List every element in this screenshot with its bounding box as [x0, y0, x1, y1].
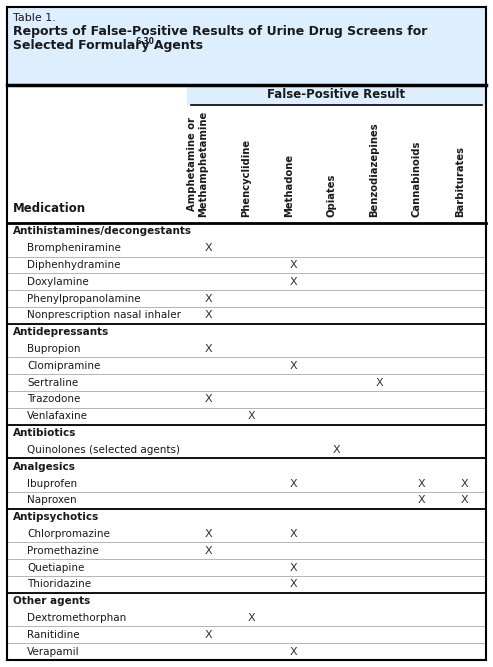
Text: X: X	[205, 546, 212, 556]
Text: Quetiapine: Quetiapine	[27, 562, 84, 572]
Text: Antibiotics: Antibiotics	[13, 428, 76, 438]
Text: X: X	[375, 378, 383, 388]
Text: Clomipramine: Clomipramine	[27, 361, 101, 371]
Text: X: X	[205, 310, 212, 320]
Text: 6-30: 6-30	[135, 37, 154, 46]
Text: Antidepressants: Antidepressants	[13, 327, 109, 338]
Text: Sertraline: Sertraline	[27, 378, 78, 388]
Text: X: X	[290, 529, 298, 539]
Text: Chlorpromazine: Chlorpromazine	[27, 529, 110, 539]
Text: Benzodiazepines: Benzodiazepines	[369, 122, 379, 217]
Text: Barbiturates: Barbiturates	[455, 146, 464, 217]
Text: X: X	[418, 478, 426, 488]
Text: X: X	[290, 646, 298, 656]
Text: Ranitidine: Ranitidine	[27, 630, 80, 640]
Text: Methadone: Methadone	[284, 154, 294, 217]
Text: X: X	[247, 613, 255, 623]
Text: Cannabinoids: Cannabinoids	[412, 141, 422, 217]
Text: False-Positive Result: False-Positive Result	[267, 89, 406, 101]
Text: Antipsychotics: Antipsychotics	[13, 512, 99, 522]
Text: Ibuprofen: Ibuprofen	[27, 478, 77, 488]
Text: Reports of False-Positive Results of Urine Drug Screens for: Reports of False-Positive Results of Uri…	[13, 25, 427, 38]
Text: Dextromethorphan: Dextromethorphan	[27, 613, 126, 623]
Text: X: X	[290, 277, 298, 287]
Text: X: X	[205, 344, 212, 354]
Text: Selected Formulary Agents: Selected Formulary Agents	[13, 39, 203, 52]
Text: X: X	[205, 243, 212, 253]
Text: Table 1.: Table 1.	[13, 13, 56, 23]
Text: Medication: Medication	[13, 202, 86, 215]
Text: Phenylpropanolamine: Phenylpropanolamine	[27, 293, 141, 303]
Text: Opiates: Opiates	[326, 173, 337, 217]
Text: Brompheniramine: Brompheniramine	[27, 243, 121, 253]
Text: X: X	[290, 580, 298, 590]
Text: X: X	[461, 478, 468, 488]
Text: Phencyclidine: Phencyclidine	[241, 139, 251, 217]
Text: X: X	[290, 478, 298, 488]
Text: X: X	[290, 562, 298, 572]
Text: X: X	[205, 529, 212, 539]
Text: Antihistamines/decongestants: Antihistamines/decongestants	[13, 226, 192, 236]
Text: Diphenhydramine: Diphenhydramine	[27, 260, 120, 270]
Text: Bupropion: Bupropion	[27, 344, 80, 354]
Text: Other agents: Other agents	[13, 596, 90, 606]
Bar	[7, 7, 486, 85]
Bar	[7, 105, 486, 223]
Text: X: X	[461, 496, 468, 506]
Text: Naproxen: Naproxen	[27, 496, 76, 506]
Bar	[187, 85, 486, 105]
Text: X: X	[205, 293, 212, 303]
Text: Promethazine: Promethazine	[27, 546, 99, 556]
Text: X: X	[290, 361, 298, 371]
Text: X: X	[418, 496, 426, 506]
Text: Analgesics: Analgesics	[13, 462, 76, 472]
Text: Thioridazine: Thioridazine	[27, 580, 91, 590]
Text: Amphetamine or
Methamphetamine: Amphetamine or Methamphetamine	[187, 111, 209, 217]
Text: Nonprescription nasal inhaler: Nonprescription nasal inhaler	[27, 310, 181, 320]
Text: X: X	[247, 412, 255, 422]
Text: X: X	[333, 445, 340, 455]
Text: Verapamil: Verapamil	[27, 646, 80, 656]
Text: Venlafaxine: Venlafaxine	[27, 412, 88, 422]
Text: Trazodone: Trazodone	[27, 394, 80, 404]
Text: X: X	[290, 260, 298, 270]
Text: Quinolones (selected agents): Quinolones (selected agents)	[27, 445, 180, 455]
Text: X: X	[205, 630, 212, 640]
Text: X: X	[205, 394, 212, 404]
Text: Doxylamine: Doxylamine	[27, 277, 89, 287]
